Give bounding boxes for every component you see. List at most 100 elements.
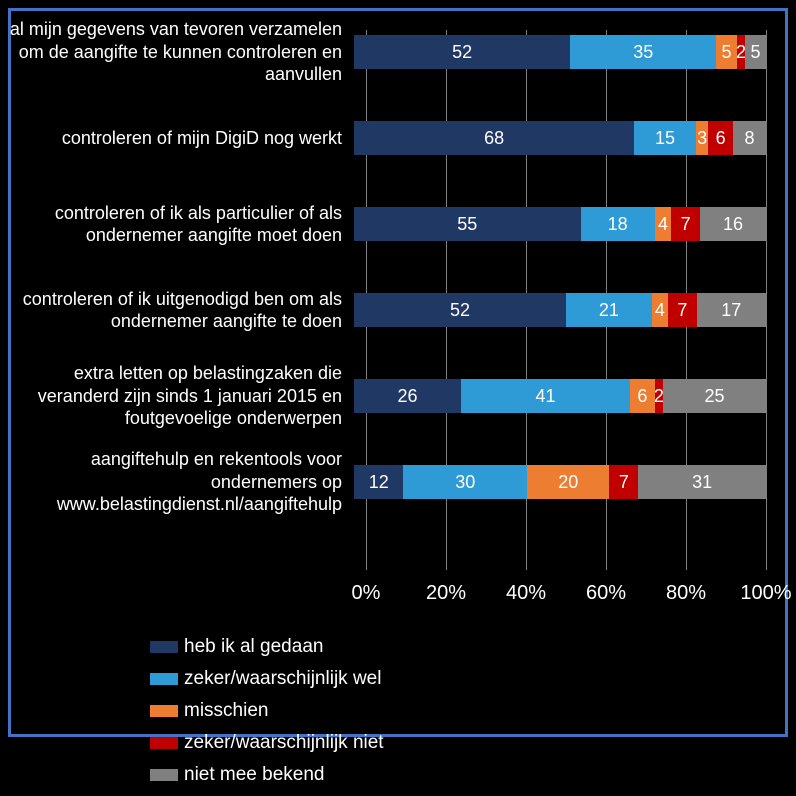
stacked-bar: 5235525 — [354, 35, 766, 69]
bar-segment-done: 52 — [354, 35, 570, 69]
chart-row: extra letten op belastingzaken die veran… — [0, 362, 766, 430]
bar-segment-value: 5 — [721, 42, 731, 63]
x-tick-label: 80% — [666, 582, 706, 604]
bar-segment-prob_yes: 41 — [461, 379, 630, 413]
bar-segment-prob_no: 2 — [655, 379, 663, 413]
chart-row: controleren of mijn DigiD nog werkt 68 15 3… — [0, 104, 766, 172]
legend-swatch — [150, 641, 178, 653]
bar-segment-prob_yes: 18 — [581, 207, 655, 241]
bar-segment-maybe: 4 — [655, 207, 671, 241]
bar-segment-value: 21 — [599, 300, 619, 321]
bar-segment-value: 68 — [484, 128, 504, 149]
bar-segment-value: 52 — [452, 42, 472, 63]
bar-track: 52 21 47 17 — [354, 276, 766, 344]
x-tick: 60% — [586, 582, 626, 605]
row-label: aangiftehulp en rekentools voor ondernem… — [0, 448, 354, 516]
stacked-bar: 55 18 47 16 — [354, 207, 766, 241]
x-tick-label: 100% — [740, 582, 791, 604]
stacked-bar: 52 21 47 17 — [354, 293, 766, 327]
legend-swatch — [150, 769, 178, 781]
bar-segment-value: 12 — [369, 472, 389, 493]
bar-segment-done: 26 — [354, 379, 461, 413]
bar-segment-unknown: 5 — [745, 35, 766, 69]
legend-item-prob_no: zeker/waarschijnlijk niet — [150, 732, 400, 754]
stacked-bar: 26 41 62 25 — [354, 379, 766, 413]
x-tick: 100% — [740, 582, 791, 605]
bar-segment-unknown: 8 — [733, 121, 766, 155]
bar-segment-value: 6 — [637, 386, 647, 407]
bar-segment-value: 25 — [704, 386, 724, 407]
legend-label: heb ik al gedaan — [184, 636, 323, 658]
chart-row: al mijn gegevens van tevoren verzamelen … — [0, 18, 766, 86]
legend-item-maybe: misschien — [150, 700, 425, 722]
bar-segment-prob_no: 7 — [671, 207, 700, 241]
bar-segment-prob_no: 7 — [668, 293, 697, 327]
bar-segment-value: 7 — [677, 300, 687, 321]
bar-segment-value: 26 — [398, 386, 418, 407]
chart-row: aangiftehulp en rekentools voor ondernem… — [0, 448, 766, 516]
bar-segment-value: 7 — [619, 472, 629, 493]
legend-swatch — [150, 673, 178, 685]
row-label: controleren of ik als particulier of als… — [0, 202, 354, 247]
bar-segment-value: 17 — [721, 300, 741, 321]
legend-item-done: heb ik al gedaan — [150, 636, 425, 658]
bar-segment-value: 20 — [558, 472, 578, 493]
row-label: al mijn gegevens van tevoren verzamelen … — [0, 18, 354, 86]
x-tick-label: 60% — [586, 582, 626, 604]
bar-segment-unknown: 25 — [663, 379, 766, 413]
bar-segment-prob_no: 7 — [609, 465, 638, 499]
bar-segment-prob_yes: 21 — [566, 293, 652, 327]
legend-item-prob_yes: zeker/waarschijnlijk wel — [150, 668, 400, 690]
bar-segment-prob_yes: 15 — [634, 121, 696, 155]
bar-track: 12 30 20 7 31 — [354, 448, 766, 516]
bar-segment-value: 8 — [745, 128, 755, 149]
bar-track: 26 41 62 25 — [354, 362, 766, 430]
bar-segment-prob_yes: 35 — [570, 35, 716, 69]
bar-segment-prob_yes: 30 — [403, 465, 527, 499]
bar-segment-value: 41 — [536, 386, 556, 407]
bar-segment-value: 52 — [450, 300, 470, 321]
x-tick-label: 40% — [506, 582, 546, 604]
row-label: controleren of ik uitgenodigd ben om als… — [0, 288, 354, 333]
bar-segment-maybe: 5 — [716, 35, 737, 69]
bar-segment-value: 4 — [655, 300, 665, 321]
bar-segment-maybe: 20 — [527, 465, 609, 499]
x-tick: 20% — [426, 582, 466, 605]
bar-track: 55 18 47 16 — [354, 190, 766, 258]
legend-item-unknown: niet mee bekend — [150, 764, 425, 786]
bar-segment-value: 35 — [633, 42, 653, 63]
bar-segment-done: 52 — [354, 293, 566, 327]
bar-segment-value: 31 — [692, 472, 712, 493]
legend-swatch — [150, 705, 178, 717]
x-tick-label: 0% — [352, 582, 381, 604]
bar-segment-value: 5 — [751, 42, 761, 63]
bar-segment-done: 55 — [354, 207, 581, 241]
legend-label: zeker/waarschijnlijk niet — [184, 732, 384, 754]
bar-segment-value: 55 — [457, 214, 477, 235]
bar-segment-value: 7 — [681, 214, 691, 235]
bar-segment-maybe: 4 — [652, 293, 668, 327]
bar-segment-maybe: 3 — [696, 121, 708, 155]
legend-label: zeker/waarschijnlijk wel — [184, 668, 381, 690]
x-tick: 80% — [666, 582, 706, 605]
x-tick: 40% — [506, 582, 546, 605]
legend-label: misschien — [184, 700, 268, 722]
bar-segment-value: 18 — [608, 214, 628, 235]
bar-segment-value: 2 — [655, 386, 663, 407]
bar-segment-unknown: 31 — [638, 465, 766, 499]
bar-segment-unknown: 16 — [700, 207, 766, 241]
bar-track: 5235525 — [354, 18, 766, 86]
bar-segment-value: 15 — [655, 128, 675, 149]
x-tick-label: 20% — [426, 582, 466, 604]
bar-segment-done: 12 — [354, 465, 403, 499]
bar-segment-prob_no: 2 — [737, 35, 745, 69]
bar-segment-unknown: 17 — [697, 293, 766, 327]
bar-segment-value: 16 — [723, 214, 743, 235]
chart-row: controleren of ik uitgenodigd ben om als… — [0, 276, 766, 344]
stacked-bar: 6815368 — [354, 121, 766, 155]
bar-segment-done: 68 — [354, 121, 634, 155]
bar-segment-value: 3 — [697, 128, 707, 149]
row-label: controleren of mijn DigiD nog werkt — [0, 127, 354, 150]
bar-segment-value: 2 — [737, 42, 745, 63]
legend-label: niet mee bekend — [184, 764, 325, 786]
